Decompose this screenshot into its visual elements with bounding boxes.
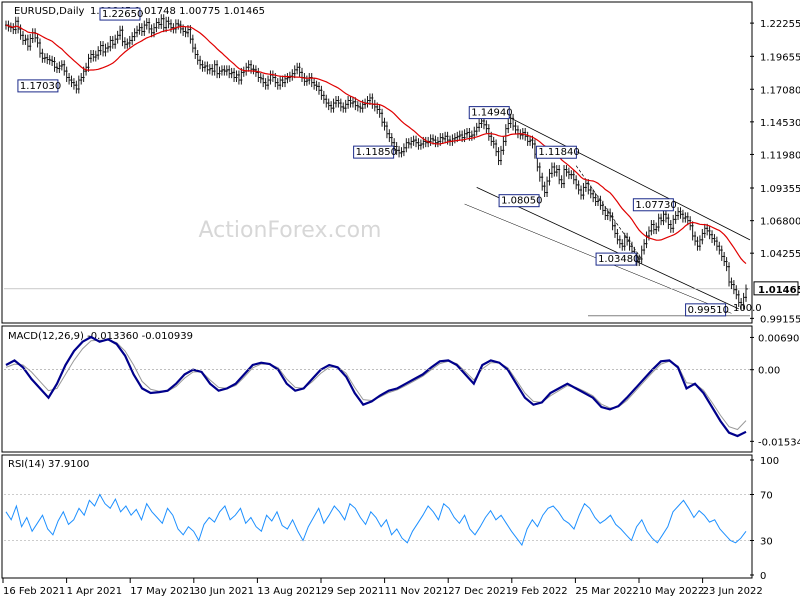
price-annotation-box [353, 145, 395, 159]
rsi-tick-label: 30 [760, 537, 773, 548]
dashed-projection-line [575, 165, 642, 260]
time-tick-label: 9 Feb 2022 [512, 586, 568, 597]
current-price-label: 1.01465 [758, 285, 800, 296]
time-tick-label: 17 May 2021 [130, 586, 195, 597]
price-tick-label: 1.11980 [760, 150, 800, 161]
dashed-line-label: 100.0 [733, 303, 762, 314]
rsi-panel-frame [1, 454, 753, 579]
price-channel: 100.0 [4, 107, 762, 317]
time-tick-label: 30 Jun 2021 [194, 586, 254, 597]
current-price-badge [753, 281, 799, 296]
moving-average [5, 24, 747, 265]
rsi-label: RSI(14) 37.9100 [8, 459, 89, 470]
price-annotation-box [468, 106, 510, 120]
price-annotation-label: 1.14940 [471, 108, 512, 119]
macd-series-signal [5, 339, 747, 431]
price-tick-label: 1.04255 [760, 249, 800, 260]
price-annotation-box [535, 145, 577, 159]
symbol-label: EURUSD,Daily [14, 6, 85, 17]
channel-upper-line [491, 107, 751, 241]
time-tick-label: 23 Jun 2022 [703, 586, 763, 597]
price-candles [5, 14, 748, 310]
price-tick-label: 0.99155 [760, 314, 800, 325]
price-annotation-box [595, 252, 637, 266]
ma-line [5, 24, 747, 265]
price-annotation-box [685, 303, 727, 317]
price-tick-label: 1.14530 [760, 118, 800, 129]
time-tick-label: 11 Nov 2021 [385, 586, 449, 597]
price-panel-frame [1, 1, 753, 324]
time-tick-label: 16 Feb 2021 [3, 586, 65, 597]
time-tick-label: 25 Mar 2022 [575, 586, 638, 597]
price-tick-label: 1.19655 [760, 52, 800, 63]
time-tick-label: 29 Sep 2021 [321, 586, 384, 597]
macd-series-macd [5, 335, 747, 438]
macd-tick-label: -0.015348 [758, 437, 800, 448]
price-annotations: 1.22650 1.17030 1.14940 1.11850 1.11840 1.080… [17, 7, 729, 317]
macd-tick-label: 0.00 [758, 366, 780, 377]
macd-tick-label: 0.006906 [758, 333, 800, 344]
macd-axis: 0.006906 0.00 -0.015348 [750, 333, 800, 448]
price-annotation-label: 1.22650 [102, 9, 143, 20]
macd-panel-frame [1, 325, 753, 453]
macd-lines [4, 335, 750, 438]
price-annotation-label: 1.11840 [538, 147, 579, 158]
price-annotation-box [498, 194, 540, 208]
price-annotation-label: 1.03480 [598, 254, 639, 265]
time-tick-label: 27 Dec 2021 [448, 586, 512, 597]
price-tick-label: 1.09355 [760, 184, 800, 195]
price-annotation-box [99, 7, 141, 21]
macd-label: MACD(12,26,9) -0.013360 -0.010939 [8, 331, 193, 342]
rsi-lines [4, 493, 750, 547]
rsi-axis: 100 70 30 0 [750, 456, 779, 582]
price-tick-label: 1.06800 [760, 217, 800, 228]
price-annotation-label: 0.99510 [688, 305, 729, 316]
price-annotation-box [17, 79, 59, 93]
ohlc-header: 1.00845 1.01748 1.00775 1.01465 [90, 6, 265, 17]
rsi-tick-label: 100 [760, 456, 779, 467]
rsi-tick-label: 70 [760, 491, 773, 502]
price-annotation-label: 1.07730 [635, 200, 676, 211]
time-tick-label: 1 Apr 2021 [67, 586, 122, 597]
price-annotation-label: 1.11850 [356, 147, 397, 158]
price-annotation-label: 1.08050 [501, 196, 542, 207]
watermark: ActionForex.com [199, 218, 382, 243]
price-axis: 1.22255 1.19655 1.17080 1.14530 1.11980 1.093… [750, 19, 800, 325]
rsi-series-line [5, 493, 747, 547]
price-tick-label: 1.22255 [760, 19, 800, 30]
price-annotation-label: 1.17030 [20, 81, 61, 92]
time-tick-label: 10 May 2022 [639, 586, 704, 597]
rsi-tick-label: 0 [760, 571, 766, 582]
time-tick-label: 13 Aug 2021 [257, 586, 321, 597]
price-annotation-box [632, 198, 674, 212]
price-tick-label: 1.17080 [760, 85, 800, 96]
